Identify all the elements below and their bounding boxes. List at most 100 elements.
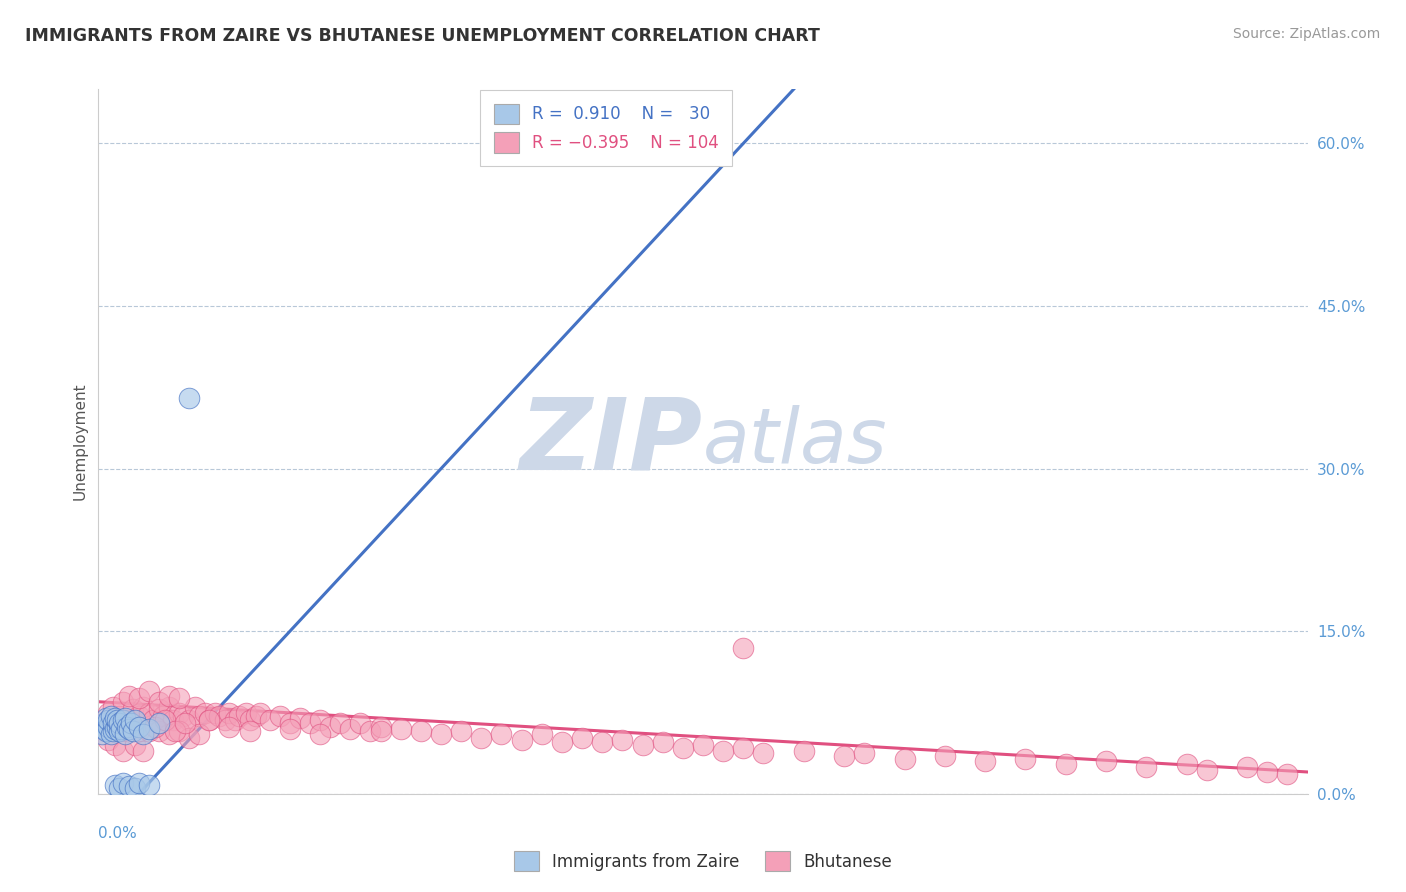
Point <box>153 713 176 727</box>
Point <box>97 706 120 720</box>
Point <box>249 706 271 720</box>
Point <box>107 716 129 731</box>
Point <box>491 727 513 741</box>
Point <box>510 732 533 747</box>
Point <box>551 735 574 749</box>
Point <box>349 716 371 731</box>
Point <box>184 700 207 714</box>
Point <box>91 727 114 741</box>
Point <box>111 776 134 790</box>
Point <box>174 716 197 731</box>
Legend: Immigrants from Zaire, Bhutanese: Immigrants from Zaire, Bhutanese <box>508 845 898 878</box>
Point <box>1054 756 1077 771</box>
Point <box>128 708 150 723</box>
Point <box>239 713 262 727</box>
Point <box>107 781 129 796</box>
Point <box>138 722 160 736</box>
Point <box>96 724 118 739</box>
Text: IMMIGRANTS FROM ZAIRE VS BHUTANESE UNEMPLOYMENT CORRELATION CHART: IMMIGRANTS FROM ZAIRE VS BHUTANESE UNEMP… <box>25 27 820 45</box>
Point <box>188 708 211 723</box>
Point <box>430 727 453 741</box>
Point <box>128 691 150 706</box>
Point <box>167 724 190 739</box>
Point <box>278 716 301 731</box>
Point <box>733 640 755 655</box>
Point <box>692 738 714 752</box>
Point <box>1175 756 1198 771</box>
Point <box>631 738 654 752</box>
Point <box>591 735 613 749</box>
Point <box>101 700 124 714</box>
Point <box>319 720 342 734</box>
Point <box>167 691 190 706</box>
Point <box>179 731 201 745</box>
Point <box>124 738 146 752</box>
Point <box>288 711 311 725</box>
Point <box>97 720 120 734</box>
Point <box>309 727 332 741</box>
Point <box>172 708 194 723</box>
Point <box>309 713 332 727</box>
Point <box>148 724 170 739</box>
Point <box>114 711 136 725</box>
Point <box>138 706 160 720</box>
Point <box>259 713 281 727</box>
Point <box>832 748 855 763</box>
Point <box>118 724 141 739</box>
Point <box>110 722 132 736</box>
Point <box>105 720 128 734</box>
Point <box>612 732 634 747</box>
Point <box>752 746 775 760</box>
Point <box>138 684 160 698</box>
Point <box>148 702 170 716</box>
Point <box>121 702 143 716</box>
Point <box>103 722 125 736</box>
Point <box>1236 760 1258 774</box>
Point <box>239 724 262 739</box>
Point <box>370 724 392 739</box>
Point <box>97 713 120 727</box>
Point <box>93 716 115 731</box>
Point <box>138 724 160 739</box>
Point <box>228 708 250 723</box>
Y-axis label: Unemployment: Unemployment <box>72 383 87 500</box>
Point <box>793 743 815 757</box>
Point <box>103 778 125 792</box>
Point <box>208 708 231 723</box>
Point <box>245 708 267 723</box>
Point <box>121 724 143 739</box>
Point <box>100 727 122 741</box>
Point <box>1095 755 1118 769</box>
Point <box>893 752 915 766</box>
Point <box>1135 760 1157 774</box>
Point <box>115 720 138 734</box>
Text: 0.0%: 0.0% <box>98 826 138 840</box>
Point <box>107 724 129 739</box>
Point <box>329 716 352 731</box>
Point <box>974 755 997 769</box>
Point <box>118 779 141 793</box>
Point <box>101 716 124 731</box>
Point <box>152 708 174 723</box>
Point <box>128 720 150 734</box>
Point <box>269 708 291 723</box>
Point <box>179 391 201 405</box>
Point <box>530 727 553 741</box>
Text: Source: ZipAtlas.com: Source: ZipAtlas.com <box>1233 27 1381 41</box>
Point <box>111 743 134 757</box>
Point <box>1277 767 1299 781</box>
Point <box>93 722 115 736</box>
Point <box>111 695 134 709</box>
Point <box>163 724 186 739</box>
Point <box>128 724 150 739</box>
Point <box>132 743 155 757</box>
Point <box>651 735 673 749</box>
Point <box>672 741 695 756</box>
Point <box>124 781 146 796</box>
Point <box>138 778 160 792</box>
Point <box>157 700 180 714</box>
Point <box>114 727 136 741</box>
Point <box>111 713 134 727</box>
Point <box>179 713 201 727</box>
Point <box>409 724 432 739</box>
